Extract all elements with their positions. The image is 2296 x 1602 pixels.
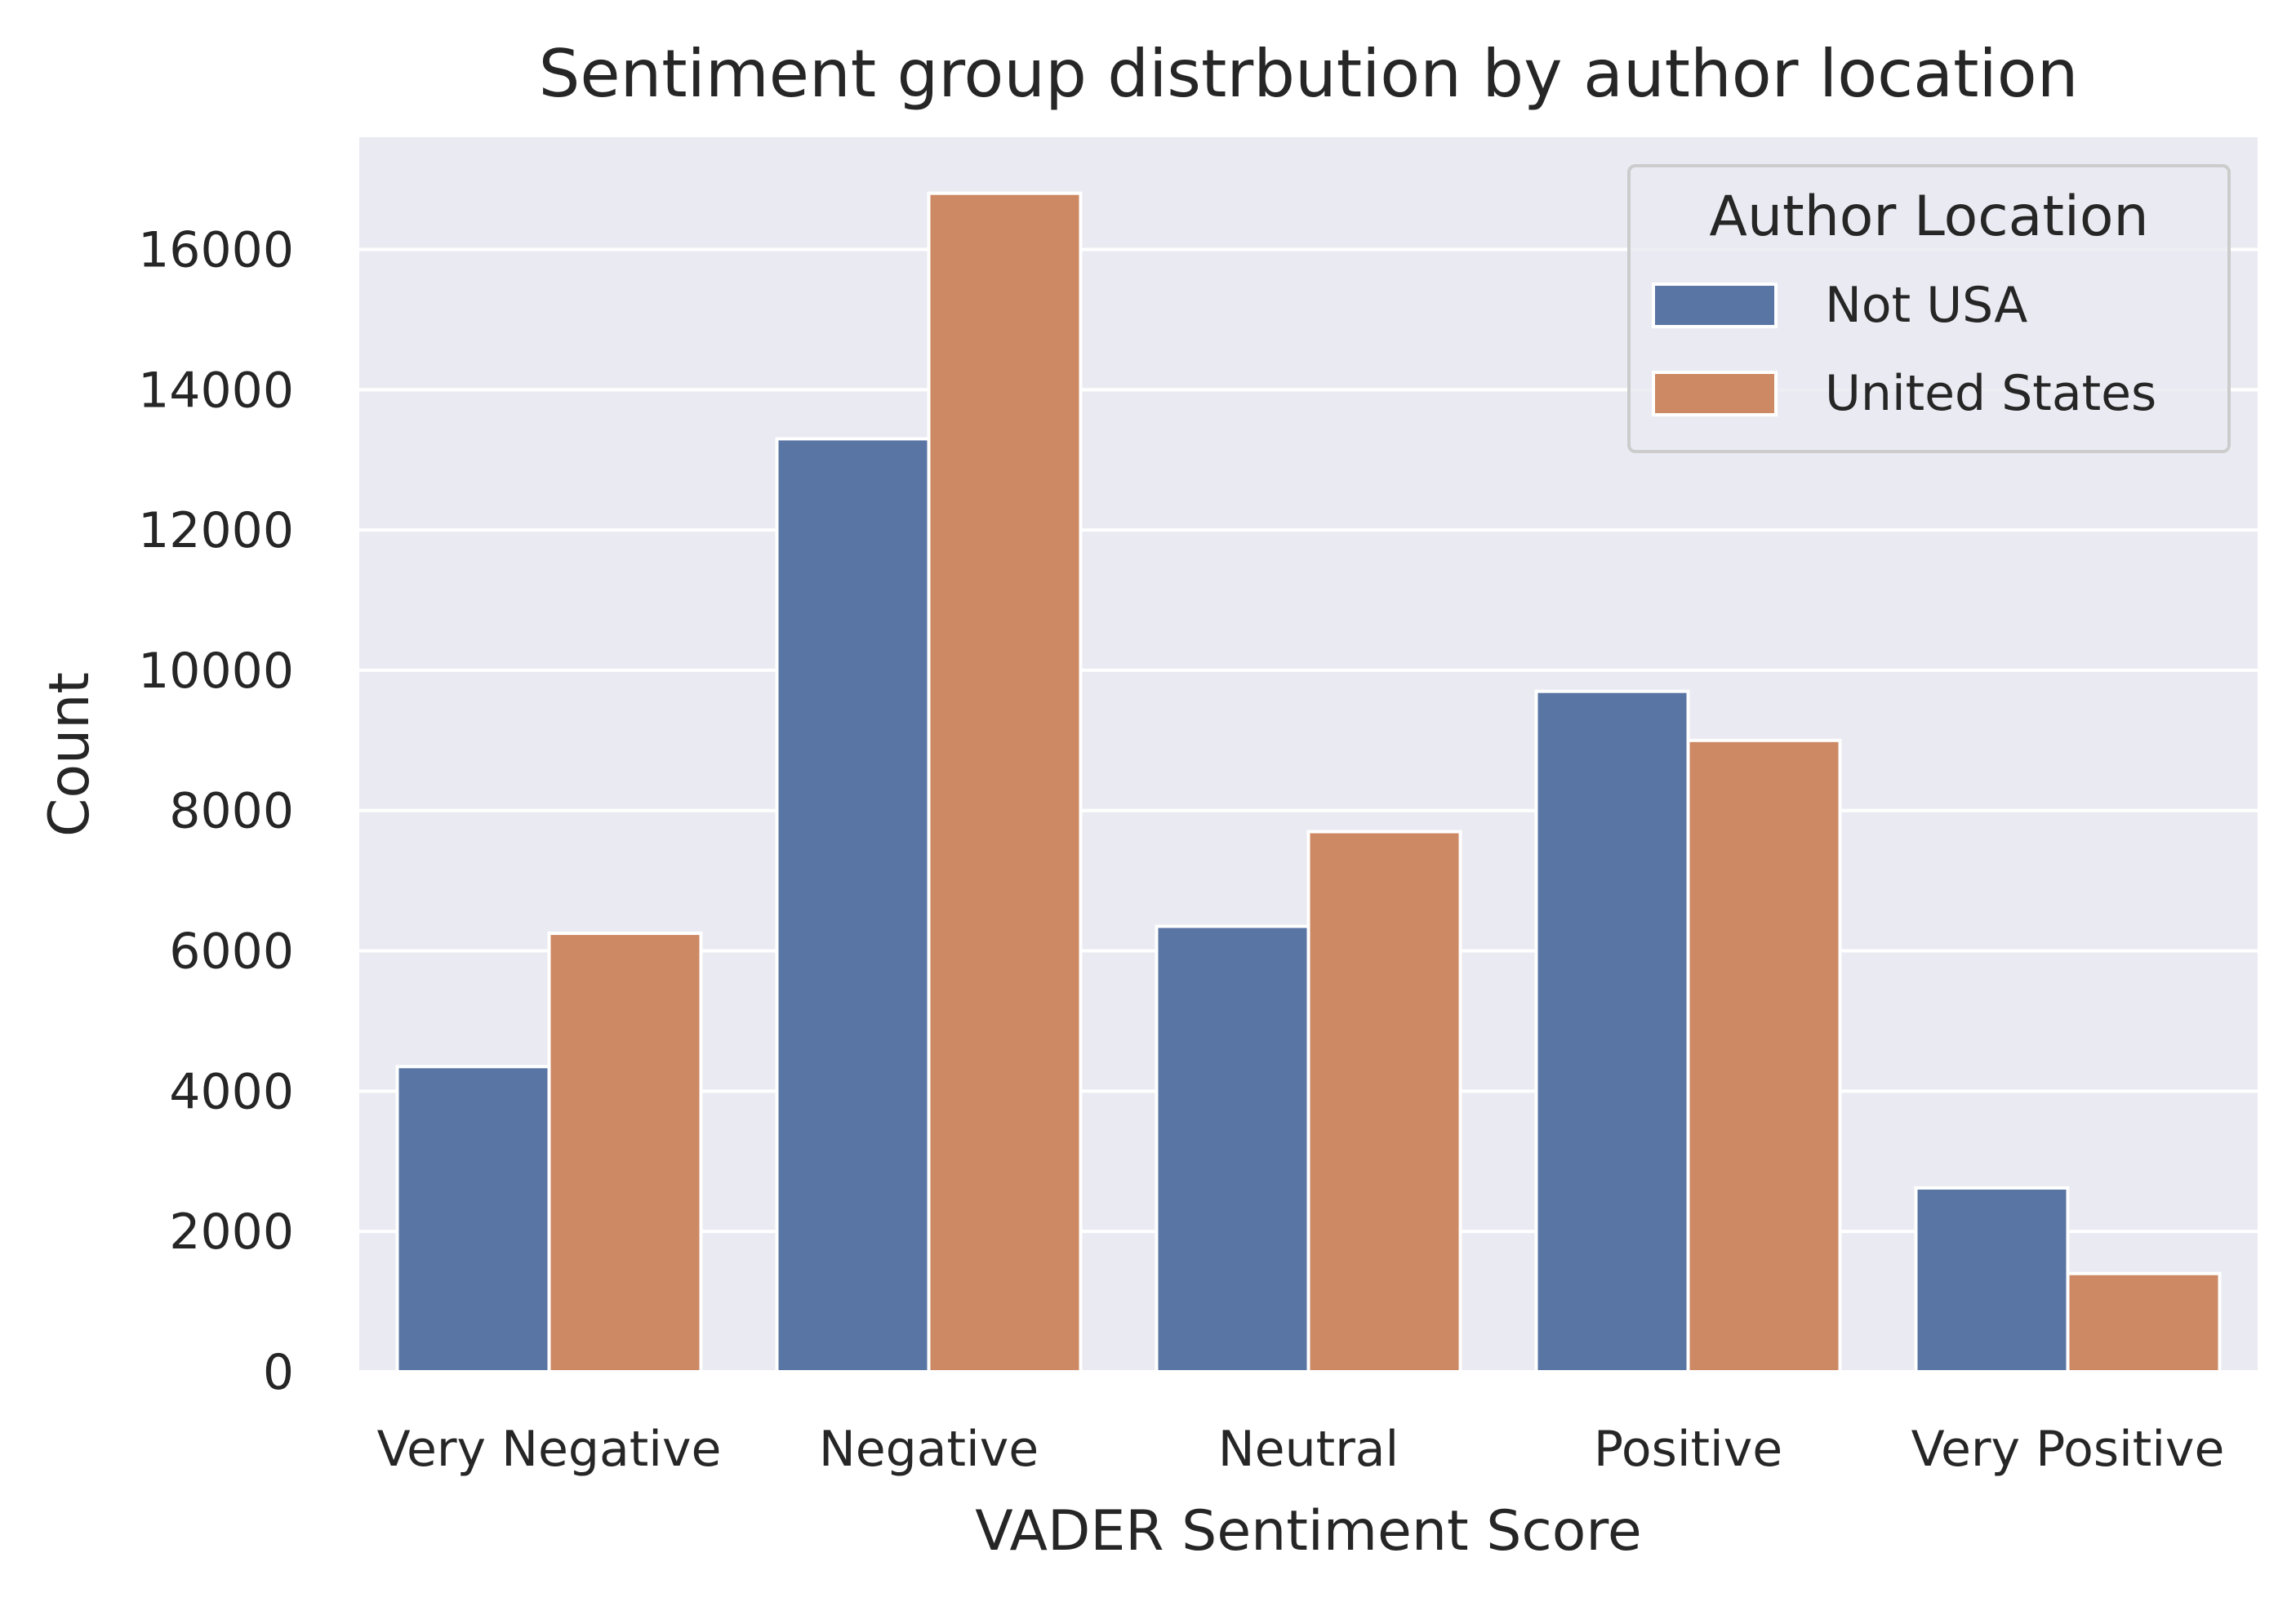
y-tick-label: 10000 [138,643,294,700]
legend-label: Not USA [1825,277,2027,334]
y-tick-label: 12000 [138,502,294,559]
bar [1155,924,1310,1373]
bar [927,191,1083,1373]
bar [1306,830,1462,1373]
y-tick-label: 4000 [169,1063,294,1120]
y-tick-label: 6000 [169,923,294,981]
legend-swatch [1652,371,1778,416]
x-tick-label: Negative [819,1421,1039,1478]
x-tick-label: Very Positive [1911,1421,2225,1478]
x-tick-label: Positive [1594,1421,1782,1478]
x-tick-labels: Very Negative Negative Neutral Positive Very… [377,1421,2225,1478]
x-tick-label: Neutral [1218,1421,1399,1478]
y-tick-label: 2000 [169,1204,294,1261]
y-tick-labels: 0 2000 4000 6000 8000 10000 12000 14000 16000 [138,221,294,1401]
bar [1534,689,1690,1373]
legend-label: United States [1825,365,2156,422]
y-tick-label: 16000 [138,221,294,278]
bar [547,932,703,1374]
bar [395,1065,551,1373]
legend-box [1627,164,2231,453]
chart-title: Sentiment group distrbution by author lo… [539,36,2079,112]
legend: Author Location Not USA United States [1627,164,2231,453]
y-tick-label: 14000 [138,362,294,419]
y-axis-label: Count [38,672,102,837]
y-tick-label: 0 [263,1344,294,1401]
y-tick-label: 8000 [169,783,294,840]
bars [395,191,2222,1374]
bar [1686,738,1842,1373]
bar [2066,1271,2222,1374]
legend-title: Author Location [1709,185,2148,249]
bar [1914,1186,2070,1374]
legend-swatch [1652,283,1778,328]
x-tick-label: Very Negative [377,1421,722,1478]
x-axis-label: VADER Sentiment Score [975,1499,1641,1564]
bar [775,437,931,1374]
